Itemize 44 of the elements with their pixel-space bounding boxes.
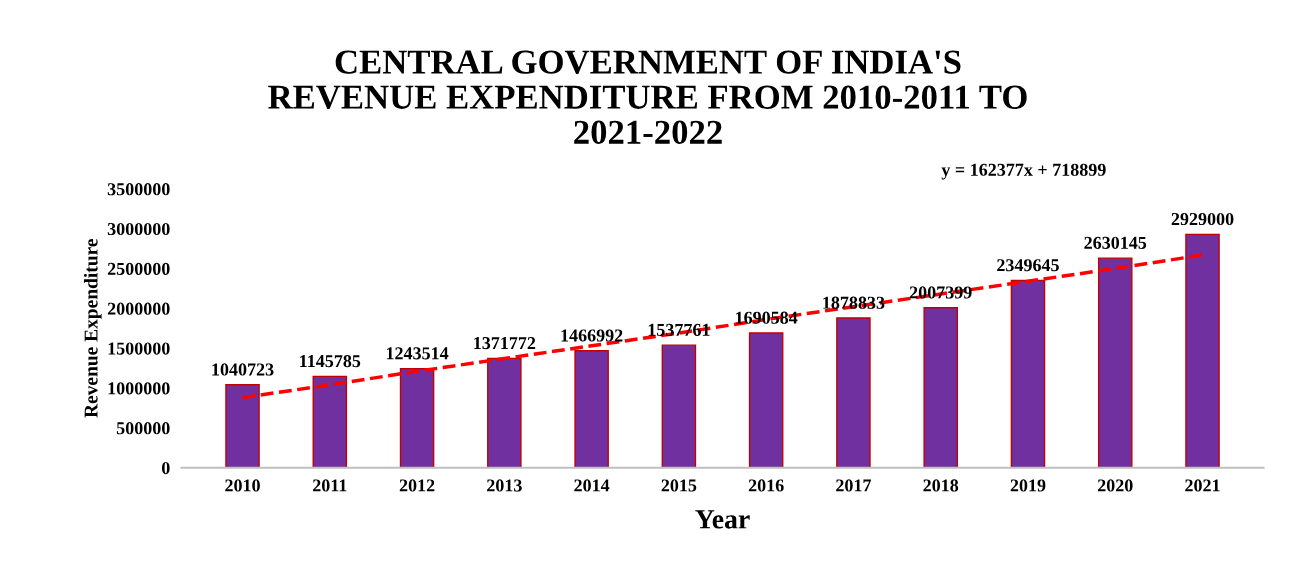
- x-tick-label: 2020: [1097, 479, 1133, 492]
- bar: [1185, 233, 1220, 468]
- y-tick-label: 1000000: [108, 382, 170, 395]
- bar: [1097, 257, 1133, 468]
- data-label: 1466992: [561, 329, 623, 342]
- x-tick-label: 2010: [225, 479, 260, 492]
- y-tick-label: 3500000: [107, 183, 170, 196]
- x-tick-label: 2021: [1185, 479, 1220, 492]
- data-label: 2349645: [997, 259, 1059, 272]
- x-tick-label: 2013: [487, 479, 522, 492]
- data-label: 1040723: [212, 363, 274, 376]
- x-tick-label: 2011: [313, 479, 347, 492]
- bar: [399, 367, 435, 468]
- y-tick-label: 2000000: [107, 302, 170, 315]
- bar: [225, 384, 260, 468]
- bar: [312, 375, 348, 468]
- x-tick-label: 2012: [399, 479, 435, 492]
- bar: [923, 307, 958, 468]
- y-tick-label: 500000: [116, 422, 170, 435]
- x-tick-label: 2017: [836, 479, 872, 492]
- bar: [661, 344, 697, 468]
- data-label: 1145785: [300, 355, 361, 368]
- bar: [574, 350, 609, 468]
- text: y = 162377x + 718899: [941, 163, 1106, 180]
- data-label: 1243514: [386, 347, 449, 360]
- y-tick-label: 2500000: [107, 262, 170, 275]
- bar: [836, 317, 871, 468]
- data-label: 2929000: [1171, 212, 1234, 226]
- chart-title: CENTRAL GOVERNMENT OF INDIA'S REVENUE EXPENDITURE FROM 2010-2011 TO 2021-2022: [268, 50, 1027, 145]
- y-axis-title: Revenue Expenditure: [83, 239, 102, 418]
- x-tick-label: 2015: [661, 479, 697, 492]
- data-label: 2630145: [1084, 236, 1147, 249]
- x-tick-label: 2018: [923, 479, 959, 492]
- data-label: 1371772: [474, 337, 536, 350]
- x-tick-label: 2016: [748, 479, 784, 492]
- bar: [487, 357, 522, 468]
- y-tick-label: 1500000: [108, 342, 170, 355]
- x-tick-label: 2014: [574, 479, 610, 492]
- y-tick-label: 0: [161, 461, 170, 475]
- bar: [748, 332, 784, 468]
- x-axis-title: Year: [695, 510, 750, 529]
- bar: [1010, 279, 1046, 468]
- x-tick-label: 2019: [1010, 479, 1046, 492]
- y-tick-label: 3000000: [107, 222, 170, 236]
